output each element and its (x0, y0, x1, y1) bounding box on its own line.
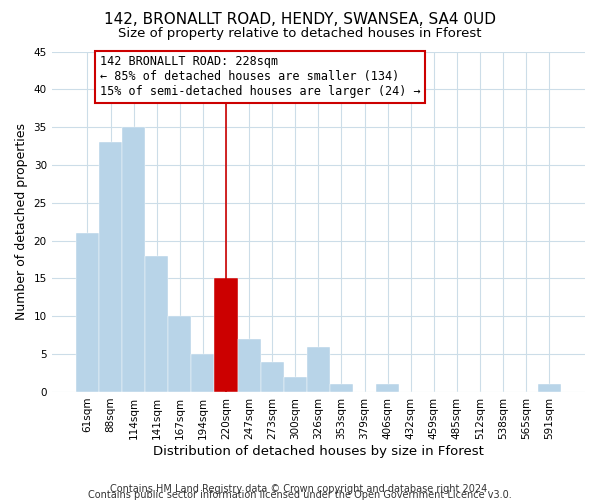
Bar (168, 316, 191, 392)
Bar (191, 354, 214, 392)
Bar (145, 256, 168, 392)
Bar (376, 384, 399, 392)
Bar (538, 384, 561, 392)
Text: Contains HM Land Registry data © Crown copyright and database right 2024.: Contains HM Land Registry data © Crown c… (110, 484, 490, 494)
Bar (214, 278, 238, 392)
Bar (307, 346, 330, 392)
X-axis label: Distribution of detached houses by size in Fforest: Distribution of detached houses by size … (153, 444, 484, 458)
Bar (284, 377, 307, 392)
Text: Size of property relative to detached houses in Fforest: Size of property relative to detached ho… (118, 28, 482, 40)
Bar (330, 384, 353, 392)
Text: Contains public sector information licensed under the Open Government Licence v3: Contains public sector information licen… (88, 490, 512, 500)
Bar (260, 362, 284, 392)
Y-axis label: Number of detached properties: Number of detached properties (15, 123, 28, 320)
Bar (122, 127, 145, 392)
Bar (238, 339, 260, 392)
Text: 142, BRONALLT ROAD, HENDY, SWANSEA, SA4 0UD: 142, BRONALLT ROAD, HENDY, SWANSEA, SA4 … (104, 12, 496, 28)
Bar (99, 142, 122, 392)
Text: 142 BRONALLT ROAD: 228sqm
← 85% of detached houses are smaller (134)
15% of semi: 142 BRONALLT ROAD: 228sqm ← 85% of detac… (100, 56, 421, 98)
Bar (76, 233, 99, 392)
